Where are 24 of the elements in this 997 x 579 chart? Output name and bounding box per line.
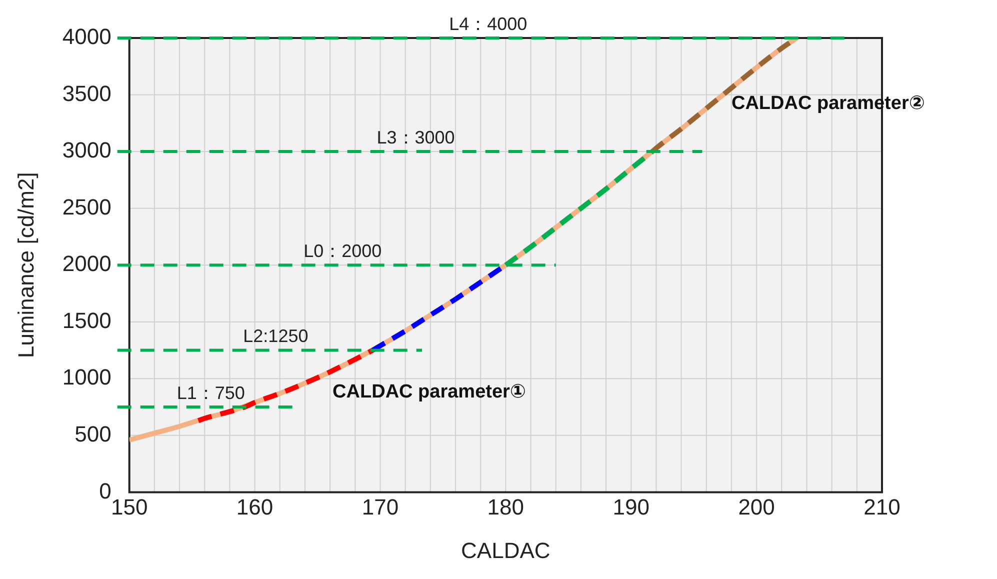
ref-line-label: L0：2000 bbox=[304, 241, 382, 262]
x-tick-label: 190 bbox=[612, 494, 650, 520]
y-tick-label: 2500 bbox=[62, 194, 112, 220]
x-tick-label: 170 bbox=[362, 494, 399, 520]
ref-line-label: L3：3000 bbox=[376, 128, 455, 148]
ref-line-label: L4：4000 bbox=[449, 14, 528, 34]
y-tick-label: 500 bbox=[74, 421, 112, 446]
y-axis-title: Luminance [cd/m2] bbox=[13, 172, 38, 358]
ref-line-label: L2:1250 bbox=[243, 326, 308, 346]
y-tick-label: 4000 bbox=[62, 24, 112, 50]
x-axis-title: CALDAC bbox=[461, 538, 550, 563]
y-tick-label: 3500 bbox=[62, 80, 112, 106]
x-tick-label: 160 bbox=[236, 494, 274, 520]
y-tick-label: 1000 bbox=[62, 364, 112, 390]
x-tick-label: 210 bbox=[864, 494, 900, 520]
ref-line-label: L1：750 bbox=[176, 383, 245, 404]
y-tick-label: 3000 bbox=[62, 138, 112, 163]
y-tick-label: 0 bbox=[99, 478, 112, 504]
y-tick-label: 2000 bbox=[62, 251, 112, 276]
annotation: CALDAC parameter① bbox=[332, 382, 526, 403]
y-tick-label: 1500 bbox=[62, 308, 112, 333]
x-tick-label: 180 bbox=[487, 494, 524, 520]
x-tick-label: 200 bbox=[738, 494, 775, 520]
x-tick-label: 150 bbox=[110, 494, 148, 520]
